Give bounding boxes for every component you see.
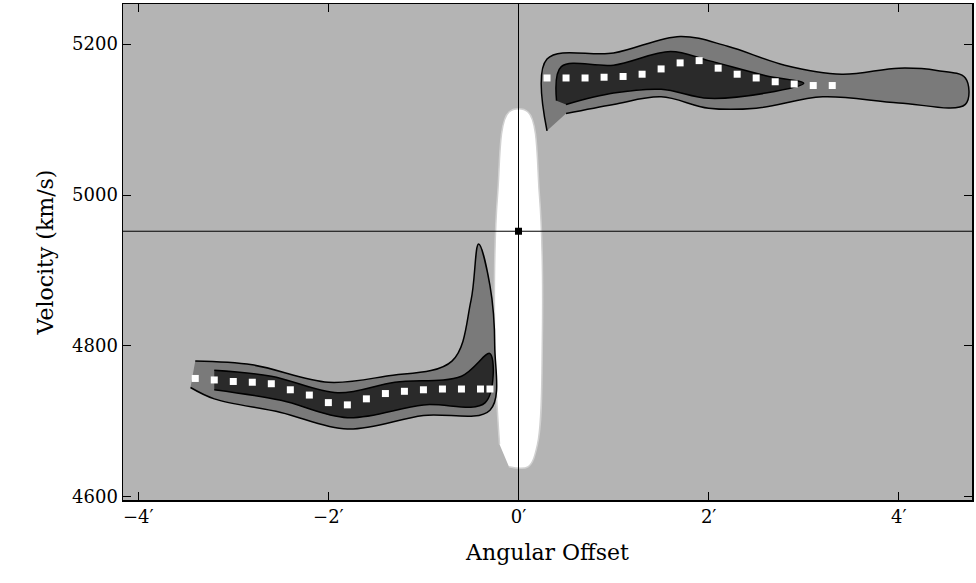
svg-text:Velocity (km/s): Velocity (km/s) [33, 170, 58, 336]
svg-text:5200: 5200 [72, 33, 118, 54]
svg-text:−2′: −2′ [313, 506, 344, 527]
svg-text:4600: 4600 [72, 486, 118, 507]
svg-text:−4′: −4′ [123, 506, 154, 527]
svg-text:5000: 5000 [72, 184, 118, 205]
svg-text:0′: 0′ [511, 506, 527, 527]
svg-text:4800: 4800 [72, 335, 118, 356]
svg-text:4′: 4′ [891, 506, 907, 527]
svg-text:Angular Offset: Angular Offset [465, 540, 629, 565]
svg-text:2′: 2′ [701, 506, 717, 527]
